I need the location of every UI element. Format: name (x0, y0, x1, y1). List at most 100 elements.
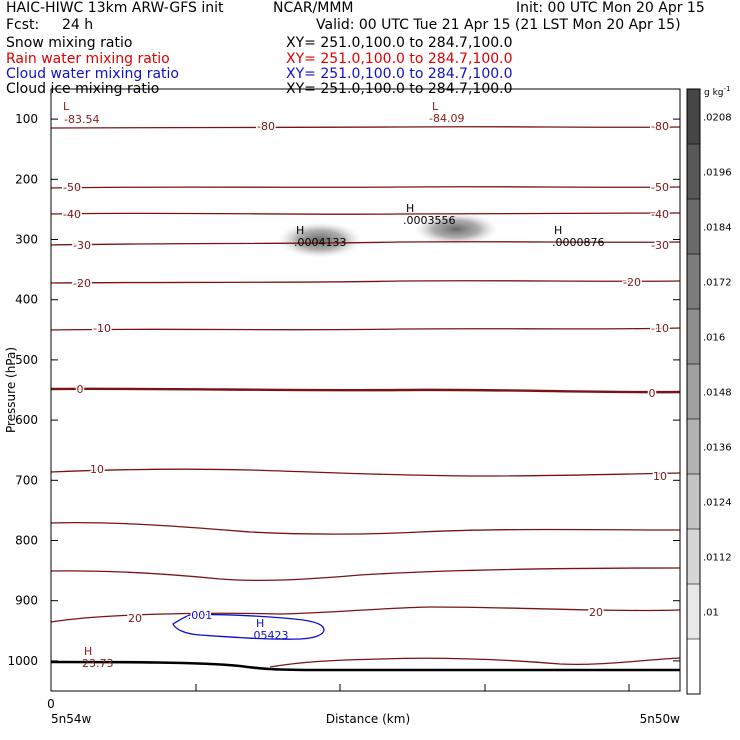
valid-time: Valid: 00 UTC Tue 21 Apr 15 (21 LST Mon … (316, 17, 681, 33)
colorbar-label-5: .0148 (703, 388, 732, 399)
y-tick-label-800: 800 (15, 534, 38, 548)
annotation-value-4: .0000876 (552, 236, 605, 249)
contour-line-10 (51, 468, 680, 477)
annotation-value-3: .0004133 (294, 236, 347, 249)
contour-labels: -80 -80 -50 -50 -40 -40 -30 -30 -20 -20 -10 -10 0 0 10… (62, 119, 671, 627)
contour-line-near-surface (269, 657, 680, 668)
colorbar-unit: g kg-1 (704, 85, 730, 98)
x-axis-label: Distance (km) (326, 712, 410, 726)
colorbar-segment-3 (687, 254, 700, 309)
colorbar-label-9: .01 (703, 608, 719, 619)
field-xy-cloud-water: XY= 251.0,100.0 to 284.7,100.0 (286, 66, 513, 82)
y-tick-label-200: 200 (15, 172, 38, 186)
contour-line-minus40 (51, 212, 680, 215)
contour-label-minus30-1: -30 (651, 239, 669, 252)
field-name-rain: Rain water mixing ratio (6, 51, 170, 67)
annotation-mark-5: H (84, 645, 92, 658)
y-axis: 1002003004005006007008009001000Pressure … (4, 112, 680, 668)
contour-label-minus30-0: -30 (73, 239, 91, 252)
colorbar-label-1: .0196 (703, 168, 732, 179)
contour-label-10-1: 10 (653, 470, 667, 483)
colorbar: .0208 .0196 .0184 .0172 .016 .0148 .0136 .0124.… (686, 85, 732, 695)
y-tick-label-100: 100 (15, 112, 38, 126)
x-origin-label: 0 (47, 697, 55, 711)
annotation-mark-3: H (296, 224, 304, 237)
y-tick-label-500: 500 (15, 353, 38, 367)
colorbar-unit-exponent: -1 (724, 85, 731, 93)
annotation-value-2: .0003556 (403, 214, 456, 227)
y-tick-label-700: 700 (15, 473, 38, 487)
contour-line-20 (51, 606, 680, 623)
ice-shading (278, 213, 498, 258)
contour-label-0-1: 0 (649, 387, 656, 400)
annotation-mark-1: L (432, 100, 439, 113)
colorbar-segment-4 (687, 309, 700, 364)
annotation-mark-4: H (554, 224, 562, 237)
contour-line-minus20 (51, 280, 680, 284)
contour-line-extra-a (51, 522, 680, 535)
field-name-snow: Snow mixing ratio (6, 35, 133, 51)
terrain-line (50, 660, 680, 672)
contour-label-minus20-0: -20 (73, 277, 91, 290)
colorbar-label-3: .0172 (703, 278, 732, 289)
contour-label-minus80-0: -80 (257, 120, 275, 133)
contour-label-minus10-1: -10 (651, 322, 669, 335)
colorbar-segment-0 (687, 89, 700, 144)
colorbar-segment-7 (687, 474, 700, 529)
annotation-value-6: .05423 (250, 629, 289, 642)
cloud-water-contour-label: .001 (188, 609, 213, 622)
model-title: HAIC-HIWC 13km ARW-GFS init (6, 0, 224, 16)
contour-label-minus50-0: -50 (63, 181, 81, 194)
x-start-label: 5n54w (51, 712, 92, 726)
colorbar-frame (686, 88, 701, 695)
ice-blob-2 (414, 213, 498, 245)
colorbar-segment-6 (687, 419, 700, 474)
y-tick-label-300: 300 (15, 233, 38, 247)
y-tick-label-900: 900 (15, 594, 38, 608)
colorbar-label-0: .0208 (703, 113, 732, 124)
contour-line-minus30 (51, 241, 680, 246)
contour-label-minus40-1: -40 (651, 208, 669, 221)
y-axis-label: Pressure (hPa) (4, 347, 18, 433)
colorbar-segment-8 (687, 529, 700, 584)
colorbar-segment-1 (687, 144, 700, 199)
field-name-cloud-water: Cloud water mixing ratio (6, 66, 179, 82)
contour-label-10-0: 10 (90, 463, 104, 476)
contour-line-0 (51, 387, 680, 394)
annotation-value-1: -84.09 (429, 112, 464, 125)
colorbar-label-7: .0124 (703, 498, 732, 509)
colorbar-segment-2 (687, 199, 700, 254)
contour-label-minus20-1: -20 (623, 276, 641, 289)
contour-line-minus80 (51, 126, 680, 129)
contour-label-minus50-1: -50 (651, 181, 669, 194)
contour-label-minus10-0: -10 (93, 322, 111, 335)
contour-label-20-1: 20 (589, 606, 603, 619)
contour-label-minus80-1: -80 (651, 120, 669, 133)
colorbar-segment-10 (687, 639, 700, 694)
y-tick-label-400: 400 (15, 293, 38, 307)
init-time: Init: 00 UTC Mon 20 Apr 15 (516, 0, 705, 16)
contour-label-0-0: 0 (77, 383, 84, 396)
contour-line-extra-b (51, 567, 680, 582)
contour-label-minus40-0: -40 (63, 208, 81, 221)
ice-blob-1 (278, 222, 362, 258)
temperature-contours (51, 126, 680, 668)
colorbar-segment-5 (687, 364, 700, 419)
annotations: L-83.54L-84.09H.0003556H.0004133H.000087… (63, 100, 605, 670)
contour-label-20-0: 20 (128, 612, 142, 625)
contour-line-minus50 (51, 186, 680, 189)
field-xy-rain: XY= 251.0,100.0 to 284.7,100.0 (286, 51, 513, 67)
x-end-label: 5n50w (640, 712, 681, 726)
annotation-mark-0: L (63, 100, 70, 113)
y-tick-label-600: 600 (15, 413, 38, 427)
colorbar-segment-9 (687, 584, 700, 639)
forecast-label: Fcst: (6, 17, 40, 33)
annotation-value-5: 23.73 (82, 657, 114, 670)
contour-line-minus10 (51, 327, 680, 331)
field-xy-snow: XY= 251.0,100.0 to 284.7,100.0 (286, 35, 513, 51)
institution-label: NCAR/MMM (273, 0, 354, 16)
colorbar-label-6: .0136 (703, 443, 732, 454)
y-tick-label-1000: 1000 (7, 654, 38, 668)
